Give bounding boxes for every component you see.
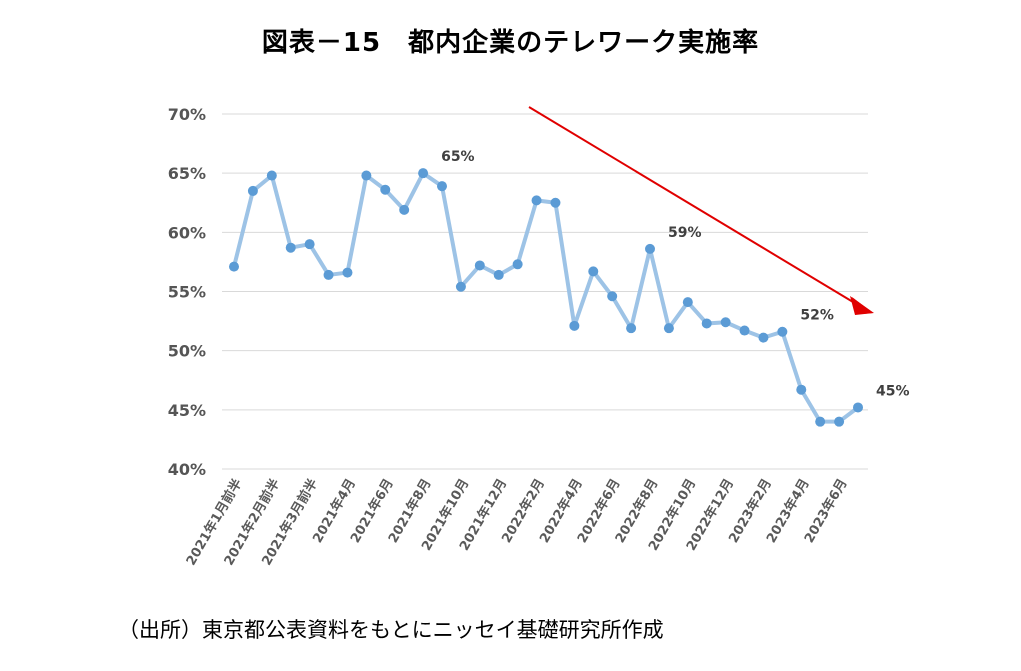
data-point	[645, 243, 655, 254]
data-point	[380, 184, 391, 195]
y-tick-label: 70%	[168, 105, 206, 124]
data-point	[607, 291, 618, 302]
data-point	[304, 239, 315, 250]
data-point	[512, 259, 523, 270]
data-point	[682, 297, 693, 308]
data-point	[285, 242, 296, 253]
data-point	[777, 326, 788, 337]
data-point	[474, 260, 485, 271]
data-point	[796, 384, 807, 395]
grid-lines	[222, 113, 868, 470]
data-point	[229, 261, 239, 272]
y-tick-label: 65%	[168, 164, 206, 183]
data-point	[569, 320, 580, 331]
data-label: 45%	[876, 383, 910, 399]
y-tick-label: 40%	[168, 460, 206, 479]
y-tick-label: 50%	[168, 342, 206, 361]
trend-arrow-head-fill	[850, 296, 874, 315]
series-line	[232, 171, 860, 424]
data-point	[758, 332, 769, 343]
data-point	[455, 281, 466, 292]
data-point	[323, 269, 334, 280]
data-point	[663, 323, 674, 334]
source-note: （出所）東京都公表資料をもとにニッセイ基礎研究所作成	[118, 618, 664, 642]
x-axis-ticks: 2021年1月前半2021年2月前半2021年3月前半2021年4月2021年6…	[183, 476, 851, 568]
data-point	[815, 416, 826, 427]
data-point	[247, 185, 258, 196]
data-label: 59%	[668, 225, 702, 241]
data-point	[266, 170, 277, 181]
trend-arrow	[528, 106, 874, 315]
data-labels: 65% 59% 52% 45%	[441, 149, 909, 399]
data-point	[342, 267, 353, 278]
data-point	[853, 402, 863, 413]
data-point	[399, 204, 410, 215]
data-point	[701, 318, 712, 329]
data-point	[361, 170, 372, 181]
y-tick-label: 45%	[168, 401, 206, 420]
trend-arrow-line	[528, 106, 859, 306]
data-point	[739, 325, 750, 336]
data-point	[720, 317, 731, 328]
data-label: 52%	[800, 308, 834, 324]
data-point	[588, 266, 599, 277]
series-markers	[229, 168, 863, 427]
y-tick-label: 60%	[168, 223, 206, 242]
data-point	[493, 269, 504, 280]
data-point	[531, 195, 542, 206]
data-label: 65%	[441, 149, 475, 165]
y-axis-ticks: 70% 65% 60% 55% 50% 45% 40%	[168, 105, 206, 479]
data-point	[418, 168, 429, 179]
data-point	[437, 181, 447, 192]
data-point	[834, 416, 845, 427]
chart-title: 図表－15 都内企業のテレワーク実施率	[261, 28, 760, 58]
data-point	[626, 323, 637, 334]
data-point	[550, 197, 561, 208]
y-tick-label: 55%	[168, 283, 206, 302]
